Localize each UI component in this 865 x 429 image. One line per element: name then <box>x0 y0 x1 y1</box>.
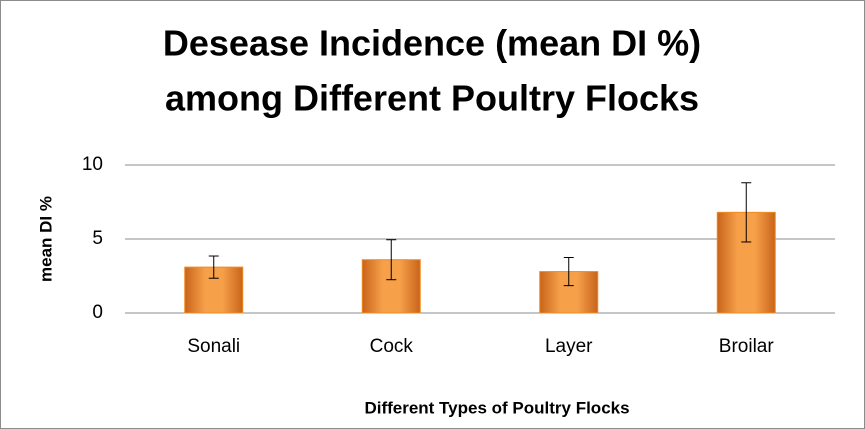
x-tick-label: Sonali <box>187 336 240 357</box>
chart-title: among Different Poultry Flocks <box>165 78 699 119</box>
x-tick-label: Cock <box>370 336 414 357</box>
x-tick-label: Broilar <box>719 336 775 357</box>
y-tick-label: 0 <box>92 302 103 323</box>
y-axis-title: mean DI % <box>36 196 55 282</box>
x-tick-label: Layer <box>545 336 593 357</box>
y-tick-label: 5 <box>92 228 103 249</box>
y-tick-label: 10 <box>82 154 103 175</box>
chart-title: Desease Incidence (mean DI %) <box>163 23 701 64</box>
x-axis-title: Different Types of Poultry Flocks <box>364 398 629 417</box>
